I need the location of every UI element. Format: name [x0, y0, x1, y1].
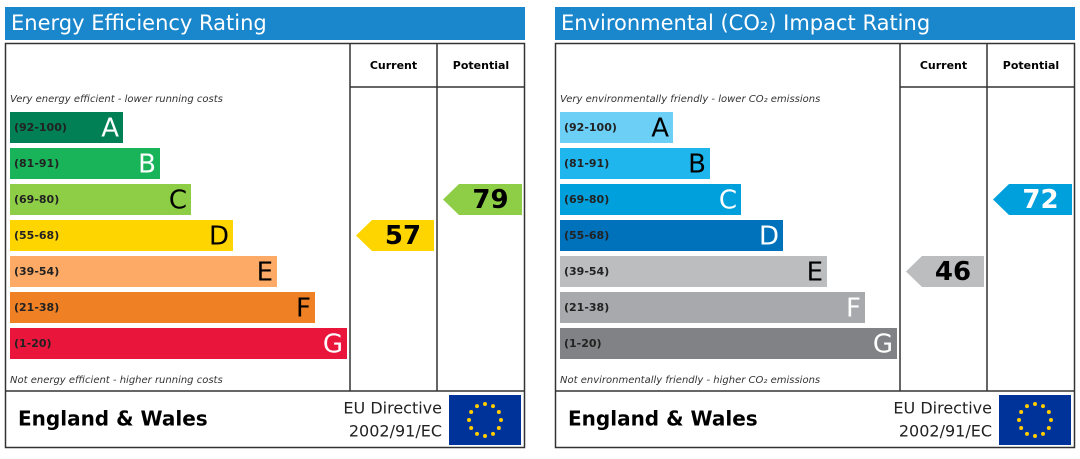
rating-band — [560, 184, 741, 215]
eu-star — [469, 426, 474, 430]
footer-region: England & Wales — [18, 407, 208, 431]
bottom-note: Not environmentally friendly - higher CO… — [560, 375, 820, 386]
eu-star — [475, 431, 479, 436]
band-letter: C — [169, 186, 187, 216]
band-range: (21-38) — [14, 301, 59, 314]
eu-star — [483, 434, 487, 438]
band-letter: C — [719, 186, 737, 216]
eu-star — [1046, 426, 1051, 430]
eu-star — [1046, 410, 1051, 414]
rating-band — [10, 328, 347, 359]
top-note: Very environmentally friendly - lower CO… — [560, 94, 820, 105]
band-range: (39-54) — [14, 265, 59, 278]
column-header: Potential — [1003, 59, 1059, 72]
band-range: (55-68) — [14, 229, 59, 242]
bottom-note: Not energy efficient - higher running co… — [10, 375, 223, 386]
band-letter: A — [101, 114, 119, 144]
rating-panel: Energy Efficiency Rating Current Potential… — [4, 7, 526, 449]
rating-band — [10, 112, 123, 143]
eu-star — [499, 418, 503, 422]
eu-star — [496, 410, 501, 414]
band-letter: G — [873, 330, 893, 360]
eu-star — [469, 410, 474, 414]
rating-value: 46 — [935, 257, 971, 287]
rating-band — [560, 112, 673, 143]
title-bar — [5, 7, 525, 40]
eu-star — [1019, 410, 1024, 414]
band-range: (92-100) — [14, 121, 67, 134]
panel-title: Environmental (CO₂) Impact Rating — [561, 11, 930, 35]
top-note: Very energy efficient - lower running co… — [10, 94, 223, 105]
rating-value: 79 — [472, 185, 508, 215]
frame — [4, 42, 526, 449]
band-letter: B — [138, 150, 156, 180]
eu-star — [475, 404, 479, 409]
eu-star — [491, 431, 495, 436]
panel-title: Energy Efficiency Rating — [11, 11, 267, 35]
rating-band — [10, 256, 277, 287]
footer-region: England & Wales — [568, 407, 758, 431]
eu-star — [1017, 418, 1021, 422]
eu-star — [467, 418, 471, 422]
rating-band — [10, 184, 191, 215]
band-range: (81-91) — [14, 157, 59, 170]
rating-arrow — [356, 220, 434, 251]
eu-star — [1033, 434, 1037, 438]
eu-star — [1025, 431, 1029, 436]
directive-code: 2002/91/EC — [349, 422, 442, 441]
eu-star — [496, 426, 501, 430]
eu-star — [1025, 404, 1029, 409]
rating-band — [560, 256, 827, 287]
rating-band — [10, 148, 160, 179]
rating-band — [560, 148, 710, 179]
eu-star — [1041, 431, 1045, 436]
rating-band — [10, 220, 233, 251]
directive-label: EU Directive — [343, 399, 442, 418]
band-range: (81-91) — [564, 157, 609, 170]
band-range: (39-54) — [564, 265, 609, 278]
rating-arrow — [443, 184, 522, 215]
column-header: Current — [920, 59, 967, 72]
rating-arrow — [906, 256, 984, 287]
eu-star — [1033, 402, 1037, 406]
band-range: (1-20) — [564, 337, 602, 350]
band-range: (69-80) — [14, 193, 59, 206]
eu-star — [1041, 404, 1045, 409]
rating-panel: Environmental (CO₂) Impact Rating Current… — [554, 7, 1076, 449]
rating-value: 57 — [385, 221, 421, 251]
directive-label: EU Directive — [893, 399, 992, 418]
band-range: (69-80) — [564, 193, 609, 206]
title-bar — [555, 7, 1075, 40]
band-letter: D — [759, 222, 779, 252]
eu-star — [1049, 418, 1053, 422]
band-range: (55-68) — [564, 229, 609, 242]
band-letter: F — [846, 294, 861, 324]
band-range: (21-38) — [564, 301, 609, 314]
eu-star — [483, 402, 487, 406]
band-letter: B — [688, 150, 706, 180]
band-letter: D — [209, 222, 229, 252]
eu-star — [1019, 426, 1024, 430]
band-range: (1-20) — [14, 337, 52, 350]
rating-arrow — [993, 184, 1072, 215]
rating-value: 72 — [1022, 185, 1058, 215]
column-header: Current — [370, 59, 417, 72]
band-letter: A — [651, 114, 669, 144]
rating-band — [560, 292, 865, 323]
band-range: (92-100) — [564, 121, 617, 134]
band-letter: F — [296, 294, 311, 324]
column-header: Potential — [453, 59, 509, 72]
band-letter: E — [257, 258, 273, 288]
directive-code: 2002/91/EC — [899, 422, 992, 441]
frame — [554, 42, 1076, 449]
band-letter: G — [323, 330, 343, 360]
eu-star — [491, 404, 495, 409]
rating-band — [560, 220, 783, 251]
rating-band — [10, 292, 315, 323]
rating-band — [560, 328, 897, 359]
band-letter: E — [807, 258, 823, 288]
